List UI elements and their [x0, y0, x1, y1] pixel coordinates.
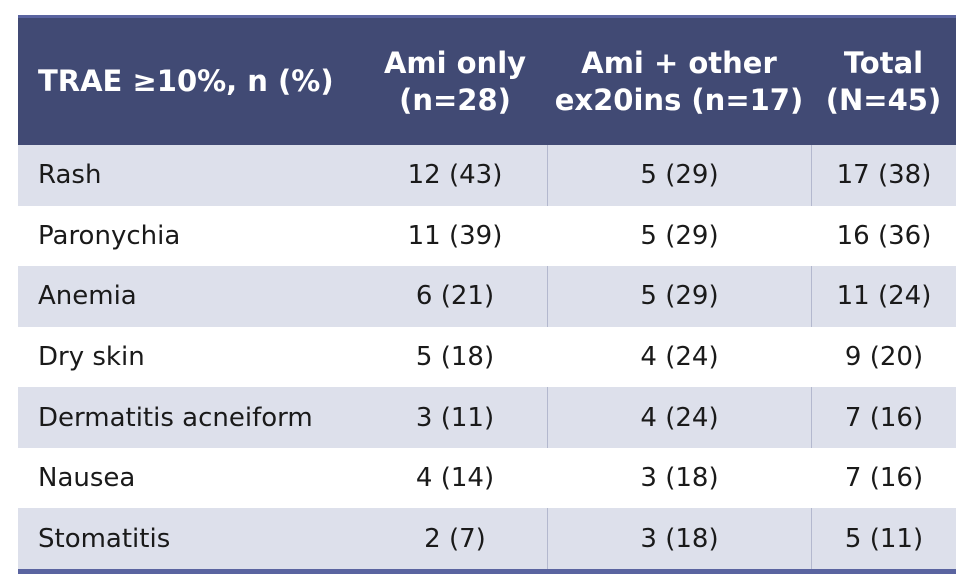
cell-ami-other: 3 (18)	[547, 508, 811, 570]
header-trae-label: TRAE ≥10%, n (%)	[38, 64, 334, 98]
header-ami-only-line1: Ami only	[383, 45, 527, 80]
cell-ami-other: 4 (24)	[547, 387, 811, 448]
table-header-row: TRAE ≥10%, n (%) Ami only (n=28) Ami + o…	[18, 18, 956, 145]
header-ami-other-line1: Ami + other	[581, 45, 777, 80]
cell-ami-only: 6 (21)	[415, 281, 495, 312]
row-label: Stomatitis	[38, 523, 171, 554]
header-cell-ami-other: Ami + other ex20ins (n=17)	[547, 18, 811, 145]
table-row-dry-skin: Dry skin 5 (18) 4 (24) 9 (20)	[18, 327, 956, 388]
cell-total: 7 (16)	[811, 387, 956, 448]
table-row-nausea: Nausea 4 (14) 3 (18) 7 (16)	[18, 448, 956, 509]
header-ami-other-line2: ex20ins (n=17)	[554, 82, 804, 117]
cell-ami-only: 2 (7)	[424, 523, 486, 554]
cell-total: 17 (38)	[811, 145, 956, 206]
cell-ami-other: 4 (24)	[640, 342, 719, 373]
cell-total: 5 (11)	[811, 508, 956, 570]
cell-ami-only: 3 (11)	[415, 402, 495, 433]
cell-ami-other: 3 (18)	[640, 463, 719, 494]
table-row-anemia: Anemia 6 (21) 5 (29) 11 (24)	[18, 266, 956, 327]
table-row-paronychia: Paronychia 11 (39) 5 (29) 16 (36)	[18, 206, 956, 267]
cell-total: 11 (24)	[811, 266, 956, 327]
cell-ami-other: 5 (29)	[640, 220, 719, 251]
table-row-dermatitis-acneiform: Dermatitis acneiform 3 (11) 4 (24) 7 (16…	[18, 387, 956, 448]
cell-ami-only: 5 (18)	[415, 342, 495, 373]
header-ami-only-line2: (n=28)	[399, 82, 511, 117]
row-label: Dermatitis acneiform	[38, 402, 313, 433]
row-label: Dry skin	[38, 342, 145, 373]
table-row-rash: Rash 12 (43) 5 (29) 17 (38)	[18, 145, 956, 206]
cell-ami-only: 4 (14)	[415, 463, 495, 494]
row-label: Paronychia	[38, 220, 181, 251]
cell-total: 16 (36)	[836, 220, 932, 251]
header-total-line1: Total	[843, 45, 924, 80]
cell-ami-other: 5 (29)	[547, 266, 811, 327]
cell-total: 7 (16)	[844, 463, 924, 494]
header-cell-total: Total (N=45)	[811, 18, 956, 145]
cell-ami-other: 5 (29)	[547, 145, 811, 206]
cell-ami-only: 12 (43)	[407, 160, 503, 191]
row-label: Rash	[38, 160, 102, 191]
table-body: Rash 12 (43) 5 (29) 17 (38) Paronychia 1…	[18, 145, 956, 570]
trae-table: TRAE ≥10%, n (%) Ami only (n=28) Ami + o…	[18, 15, 956, 574]
cell-total: 9 (20)	[844, 342, 924, 373]
table-row-stomatitis: Stomatitis 2 (7) 3 (18) 5 (11)	[18, 508, 956, 570]
row-label: Anemia	[38, 281, 137, 312]
table-top-accent-line	[18, 15, 956, 18]
table-bottom-accent-line	[18, 569, 956, 574]
cell-ami-only: 11 (39)	[407, 220, 503, 251]
header-total-line2: (N=45)	[825, 82, 942, 117]
header-cell-ami-only: Ami only (n=28)	[363, 18, 547, 145]
row-label: Nausea	[38, 463, 136, 494]
header-cell-trae: TRAE ≥10%, n (%)	[18, 18, 363, 145]
